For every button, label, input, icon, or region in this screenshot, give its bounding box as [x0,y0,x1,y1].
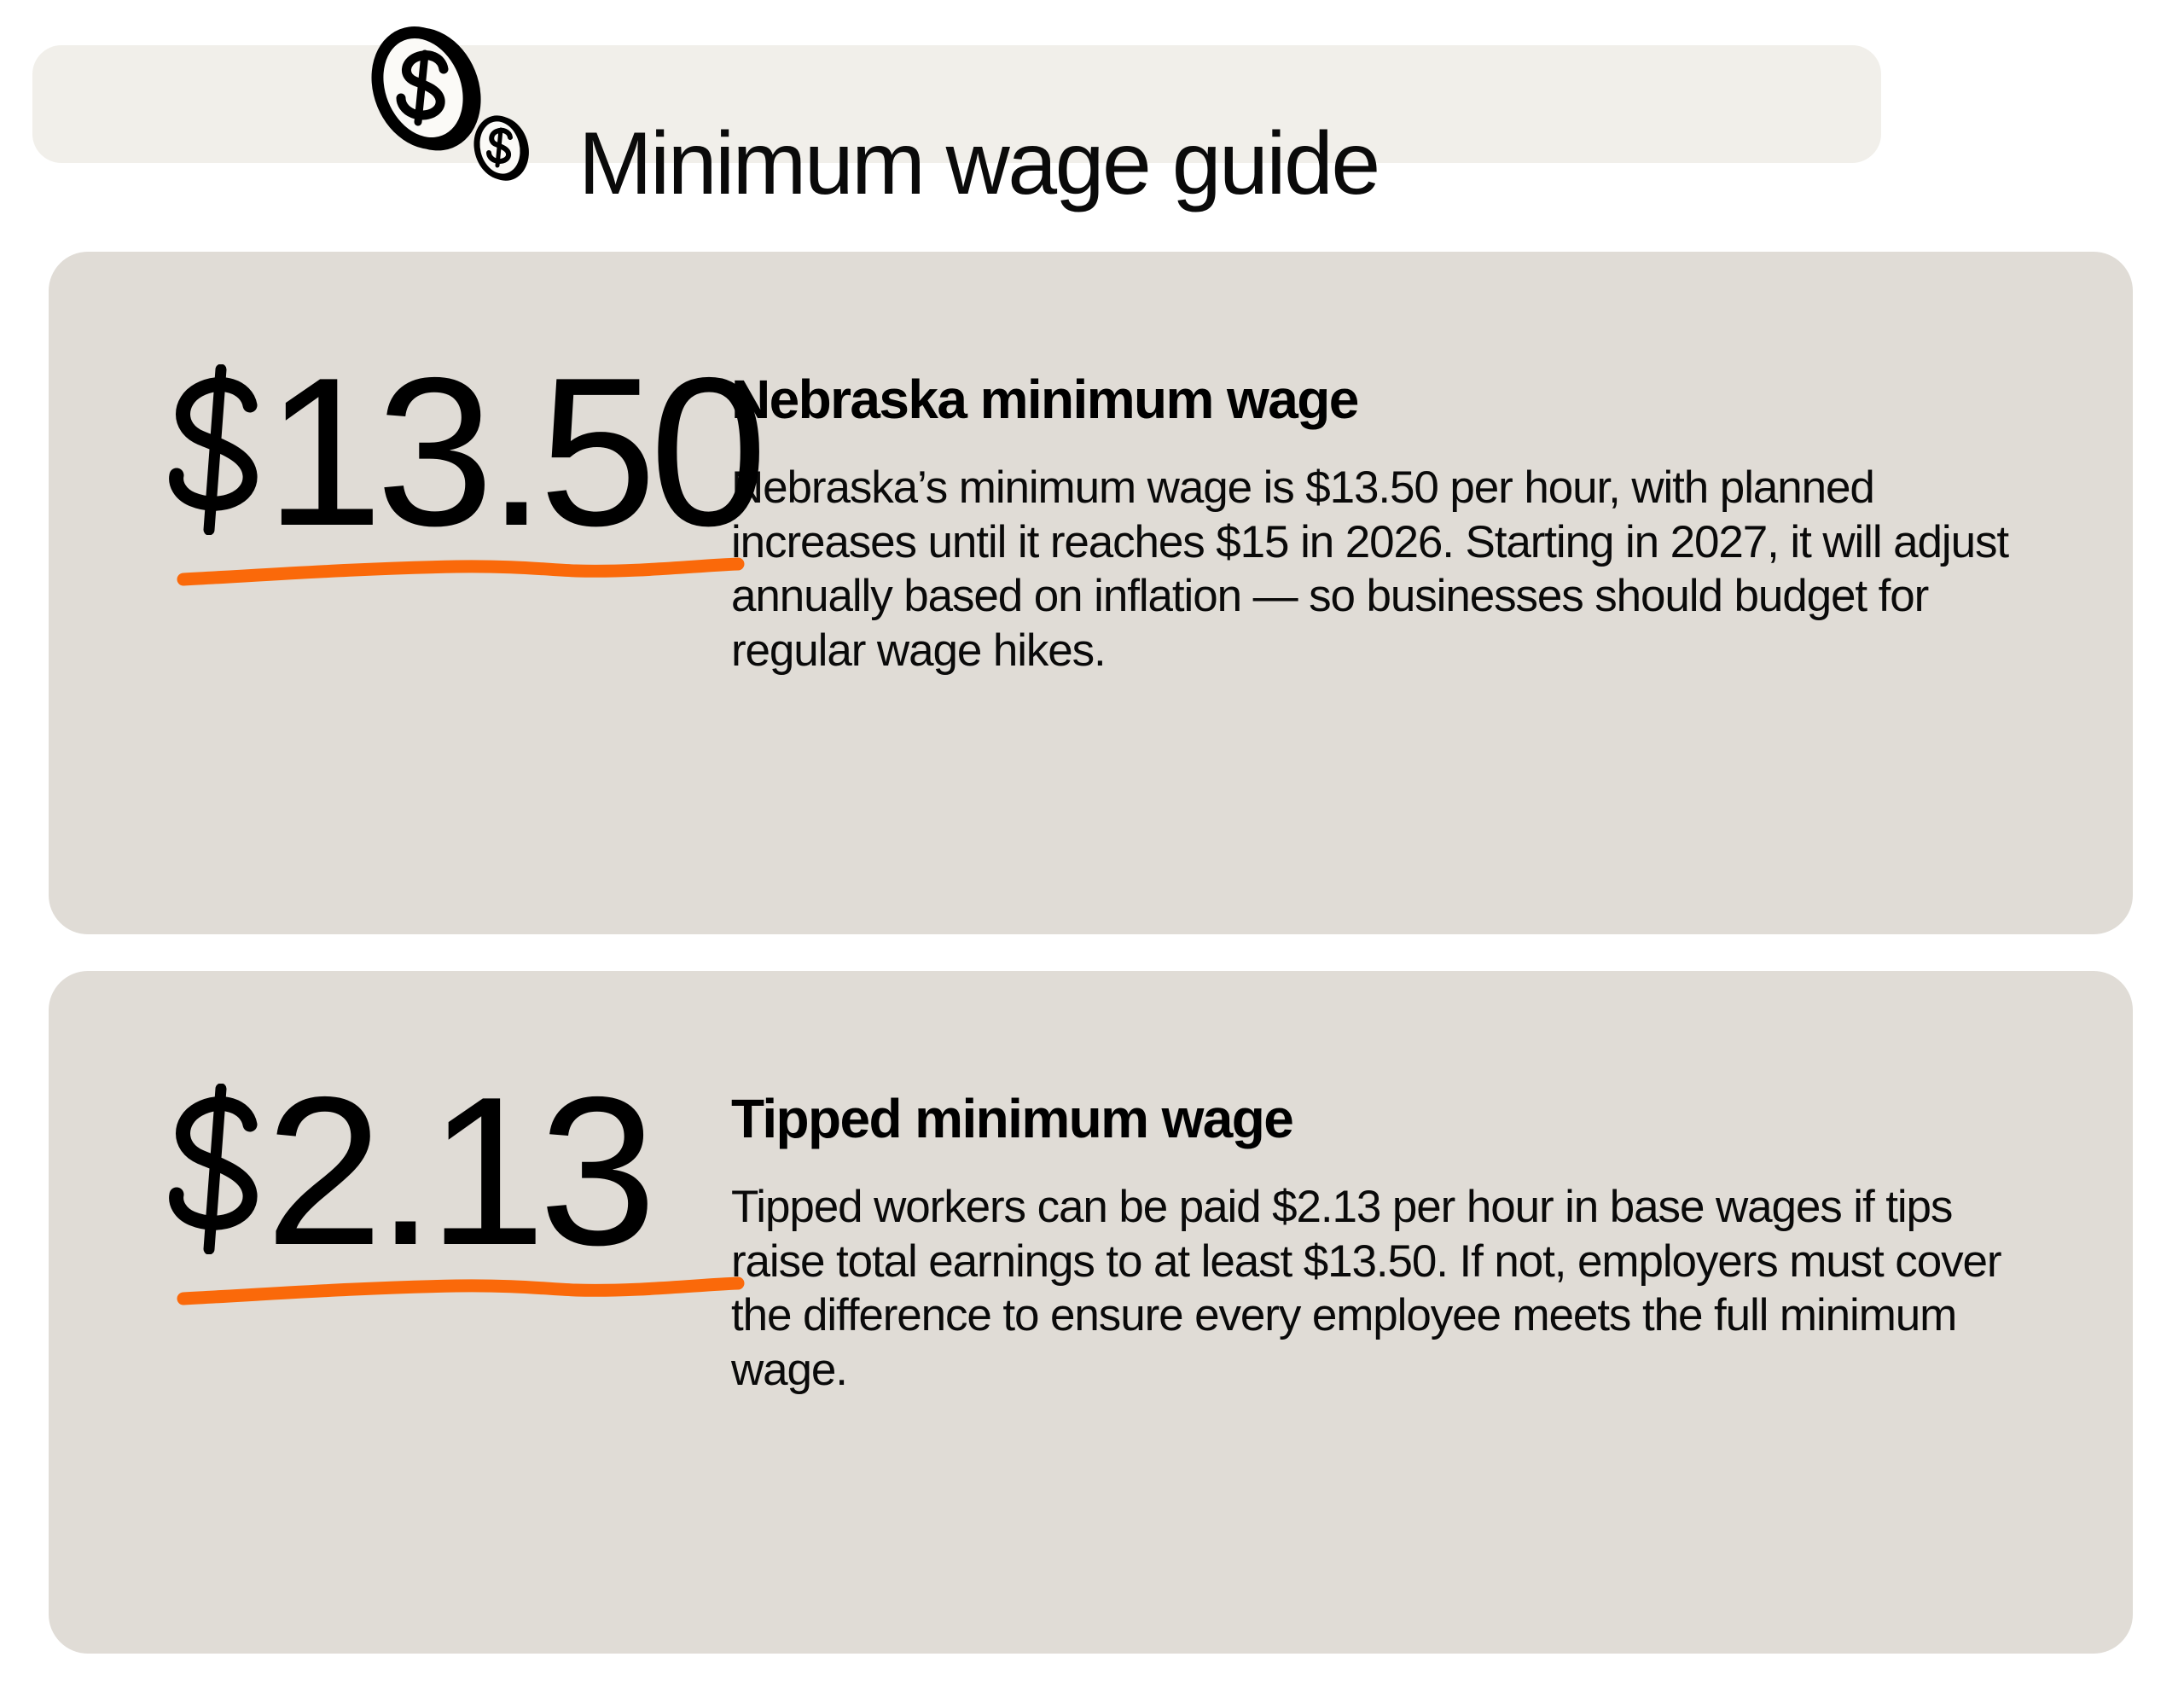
header-band [32,45,1881,163]
wage-card: 13.50 Nebraska minimum wage Nebraska’s m… [49,252,2133,934]
card-body: Tipped workers can be paid $2.13 per hou… [731,1182,2002,1395]
card-text-block: Nebraska minimum wage Nebraska’s minimum… [731,252,2133,934]
orange-squiggle-underline [177,557,745,586]
page-title: Minimum wage guide [578,113,1380,213]
wage-card: 2.13 Tipped minimum wage Tipped workers … [49,971,2133,1654]
dollar-sign-icon [168,363,270,536]
card-body: Nebraska’s minimum wage is $13.50 per ho… [731,462,2009,676]
amount-block: 2.13 [49,971,745,1654]
card-heading: Nebraska minimum wage [731,369,1359,430]
amount-block: 13.50 [49,252,768,934]
card-heading: Tipped minimum wage [731,1088,1294,1149]
amount-value: 2.13 [265,1052,657,1289]
header: Minimum wage guide [32,26,1881,208]
amount-value: 13.50 [265,333,768,570]
card-text-block: Tipped minimum wage Tipped workers can b… [731,971,2133,1654]
dollar-sign-icon [168,1083,270,1255]
two-coins-icon [357,20,544,182]
orange-squiggle-underline [177,1276,745,1305]
